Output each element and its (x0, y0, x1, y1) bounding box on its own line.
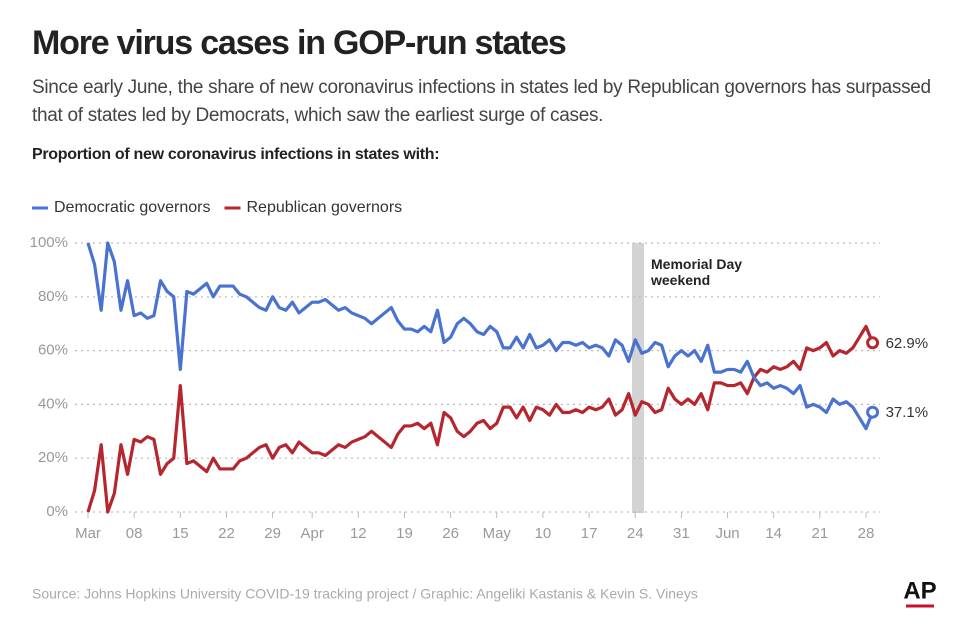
x-tick-label: 08 (126, 525, 143, 542)
y-tick-label: 0% (46, 503, 68, 520)
x-tick-label: 14 (765, 525, 782, 542)
x-tick-label: Apr (300, 525, 323, 542)
chart-heading: Proportion of new coronavirus infections… (32, 146, 440, 163)
x-tick-label: 17 (581, 525, 598, 542)
subtitle: Since early June, the share of new coron… (32, 77, 931, 126)
x-tick-label: 28 (858, 525, 875, 542)
value-label: 62.9% (886, 335, 929, 352)
x-tick-label: 26 (442, 525, 459, 542)
x-tick-label: 31 (673, 525, 690, 542)
x-tick-label: 21 (812, 525, 829, 542)
memorial-band (632, 243, 644, 513)
x-tick-label: 19 (396, 525, 413, 542)
logo: AP (903, 577, 936, 604)
x-tick-label: May (483, 525, 512, 542)
source: Source: Johns Hopkins University COVID-1… (32, 586, 698, 602)
y-tick-label: 40% (38, 395, 68, 412)
x-tick-label: 15 (172, 525, 189, 542)
y-tick-label: 100% (30, 234, 68, 251)
title: More virus cases in GOP-run states (32, 24, 567, 62)
x-tick-label: 29 (264, 525, 281, 542)
end-marker (866, 336, 880, 350)
x-tick-label: 12 (350, 525, 367, 542)
value-label: 37.1% (886, 404, 929, 421)
legend-label: Democratic governors (54, 199, 211, 216)
y-tick-label: 60% (38, 342, 68, 359)
y-tick-label: 20% (38, 449, 68, 466)
series-line (86, 241, 875, 431)
end-marker (866, 405, 880, 419)
x-tick-label: Jun (715, 525, 739, 542)
x-tick-label: 24 (627, 525, 644, 542)
series-line (86, 324, 875, 514)
x-tick-label: 10 (535, 525, 552, 542)
annotation: Memorial Day weekend (650, 256, 742, 288)
y-tick-label: 80% (38, 288, 68, 305)
x-tick-label: 22 (218, 525, 235, 542)
legend-label: Republican governors (247, 199, 403, 216)
x-tick-label: Mar (75, 525, 101, 542)
